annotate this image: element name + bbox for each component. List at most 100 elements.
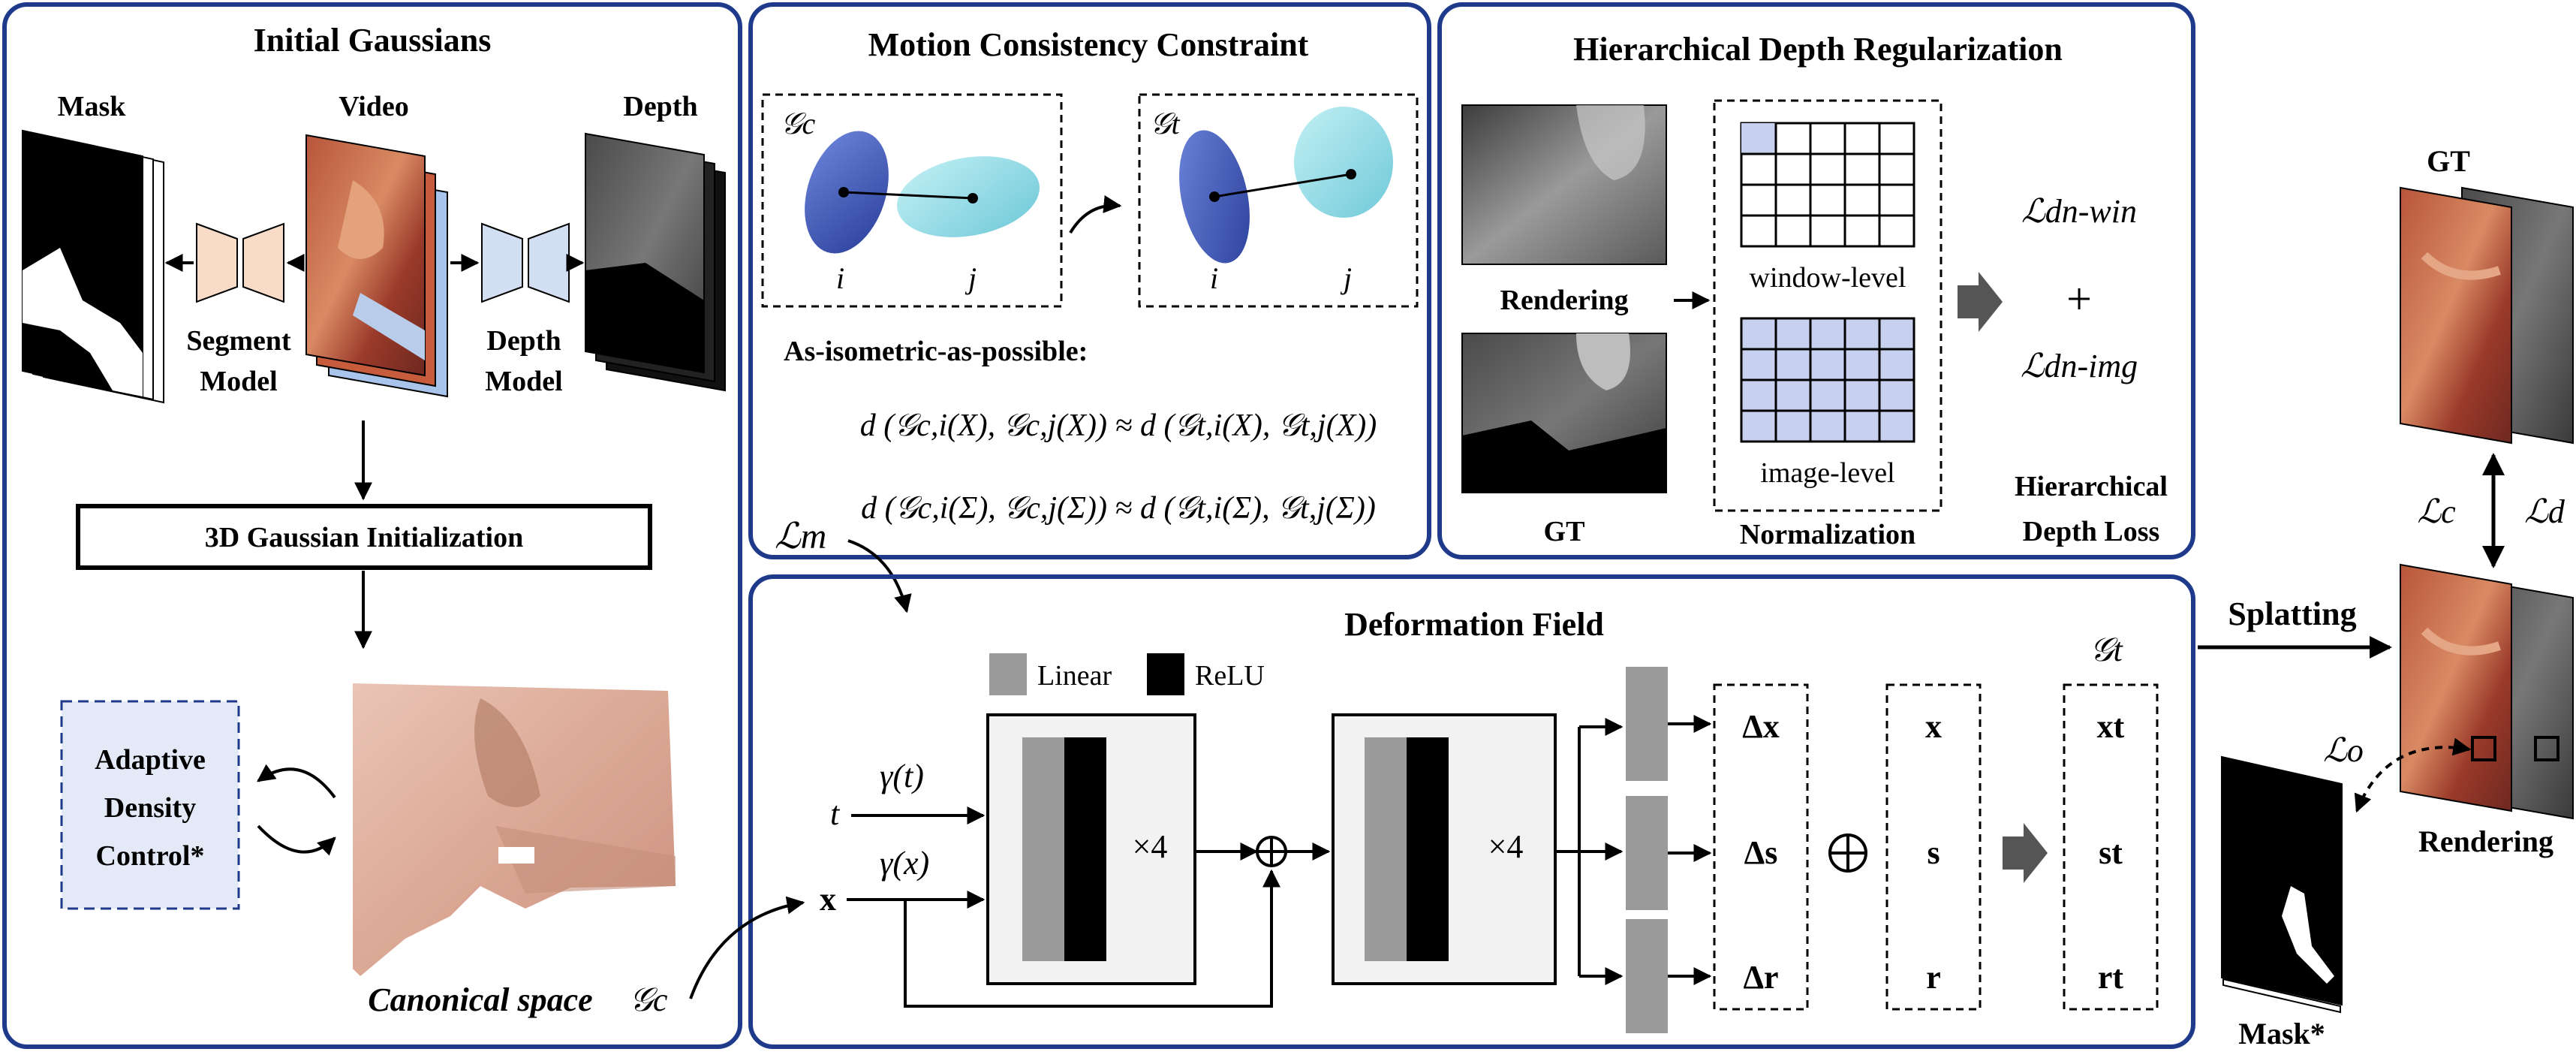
mlp1-relu (1064, 737, 1106, 961)
canonical-to-x-arrow (689, 896, 805, 999)
image-level-label: image-level (1760, 457, 1894, 489)
mask-loss-arrow (2354, 737, 2472, 813)
j-label-deformed: j (1340, 261, 1352, 295)
window-level-label: window-level (1750, 262, 1906, 294)
depth-model-label-2: Model (485, 366, 562, 397)
loss-d-label: ℒd (2524, 493, 2565, 530)
depth-model-label-1: Depth (486, 325, 561, 357)
st-label: st (2099, 834, 2123, 871)
head-linear-mid (1626, 796, 1668, 910)
crop-window-depth (2534, 736, 2559, 761)
motion-loss-label: ℒm (775, 517, 826, 556)
segment-model-label-2: Model (200, 366, 277, 397)
splatting-label: Splatting (2228, 595, 2356, 632)
legend-linear-swatch (989, 653, 1027, 695)
delta-x-label: Δx (1742, 708, 1780, 745)
aiap-label: As-isometric-as-possible: (784, 336, 1088, 367)
gamma-x-label: γ(x) (880, 845, 929, 882)
hdl-label-1: Hierarchical (2015, 471, 2168, 502)
deformation-field-panel: Deformation Field Linear ReLU t γ(t) γ(x… (689, 574, 2195, 1049)
aiap-equation-2: d (𝒢c,i(Σ), 𝒢c,j(Σ)) ≈ d (𝒢t,i(Σ), 𝒢t,j(… (861, 491, 1376, 526)
loss-o-label: ℒo (2323, 732, 2364, 769)
loss-dn-img: ℒdn-img (2021, 348, 2138, 384)
delta-r-label: Δr (1743, 959, 1778, 996)
x-input-label: x (820, 881, 836, 918)
hdr-rendering-label: Rendering (1500, 285, 1629, 316)
initial-gaussians-title: Initial Gaussians (254, 22, 492, 59)
loss-plus: + (2066, 274, 2092, 324)
gt-output-label: 𝒢t (2090, 632, 2123, 668)
gt-box-label: 𝒢t (1150, 107, 1180, 140)
motion-loss-arrow (847, 539, 912, 613)
right-rendering-label: Rendering (2418, 824, 2553, 858)
adc-label-1: Adaptive (95, 744, 206, 776)
video-label: Video (339, 91, 409, 122)
mask-image-stack (22, 129, 164, 404)
x-attr-label: x (1925, 708, 1942, 745)
gaussian-init-label: 3D Gaussian Initialization (205, 522, 523, 553)
xt-label: xt (2097, 708, 2125, 745)
j-label-canonical: j (964, 261, 977, 295)
i-label-deformed: i (1210, 261, 1218, 295)
adaptive-density-control-box (60, 700, 240, 910)
cycle-arrow-top (257, 764, 336, 799)
window-level-grid (1740, 122, 1915, 248)
adc-label-2: Density (104, 792, 196, 824)
oplus-add-icon (1828, 833, 1867, 873)
motion-consistency-panel: Motion Consistency Constraint 𝒢c i j 𝒢t … (748, 2, 1431, 613)
canonical-space-label: Canonical space (368, 981, 592, 1018)
gaussian-init-box (76, 504, 652, 570)
gaussian-j-deformed (1294, 107, 1393, 218)
segment-model-icon (196, 222, 284, 303)
cycle-arrow-bottom (257, 824, 336, 856)
t-input-label: t (830, 795, 841, 832)
deformation-title: Deformation Field (1344, 606, 1604, 643)
gamma-t-label: γ(t) (880, 758, 924, 794)
legend-linear-label: Linear (1037, 660, 1112, 692)
head-linear-bot (1626, 919, 1668, 1033)
deformed-attr-box (2063, 683, 2159, 1011)
adc-label-3: Control* (96, 840, 205, 872)
normalization-label: Normalization (1740, 519, 1915, 550)
motion-transition-arrow (1069, 195, 1122, 234)
r-attr-label: r (1926, 959, 1941, 996)
delta-s-label: Δs (1744, 834, 1778, 871)
depth-label: Depth (623, 91, 697, 122)
skip-connection (904, 869, 1280, 1008)
mlp2-times4: ×4 (1488, 828, 1524, 865)
loss-c-label: ℒc (2417, 493, 2456, 530)
head-linear-top (1626, 667, 1668, 781)
hdl-label-2: Depth Loss (2023, 516, 2160, 547)
mlp2-linear (1365, 737, 1407, 961)
mlp1-linear (1022, 737, 1064, 961)
mlp1-times4: ×4 (1133, 828, 1168, 865)
gt-right-label: GT (2427, 144, 2470, 178)
norm-to-loss-arrow (1958, 272, 2003, 332)
canonical-attr-box (1885, 683, 1982, 1011)
motion-title: Motion Consistency Constraint (868, 26, 1309, 63)
rt-label: rt (2098, 959, 2124, 996)
mlp2-relu (1407, 737, 1449, 961)
s-attr-label: s (1927, 834, 1940, 871)
hdr-title: Hierarchical Depth Regularization (1573, 31, 2063, 68)
right-column: GT Splatting ℒc ℒd Rendering ℒo Mask* (2198, 144, 2574, 1050)
to-deformed-arrow (2003, 823, 2048, 883)
depth-model-icon (481, 222, 570, 303)
i-label-canonical: i (836, 261, 844, 295)
hdr-gt-label: GT (1544, 516, 1585, 547)
legend-relu-label: ReLU (1195, 660, 1265, 692)
legend-relu-swatch (1147, 653, 1184, 695)
gaussians-deformed-box (1138, 93, 1419, 308)
delta-box (1713, 683, 1809, 1011)
canonical-symbol: 𝒢c (630, 981, 668, 1018)
image-level-grid (1740, 317, 1915, 443)
oplus-concat-icon (1256, 836, 1287, 867)
mask-star-label: Mask* (2238, 1017, 2325, 1050)
loss-dn-win: ℒdn-win (2021, 193, 2137, 230)
video-image-stack (305, 134, 448, 398)
rendered-rgb-image (2400, 563, 2512, 812)
canonical-space-pointcloud (353, 683, 676, 976)
initial-gaussians-panel: Initial Gaussians Mask Video Depth Segme… (2, 2, 742, 1049)
crop-window-rgb (2471, 736, 2496, 761)
